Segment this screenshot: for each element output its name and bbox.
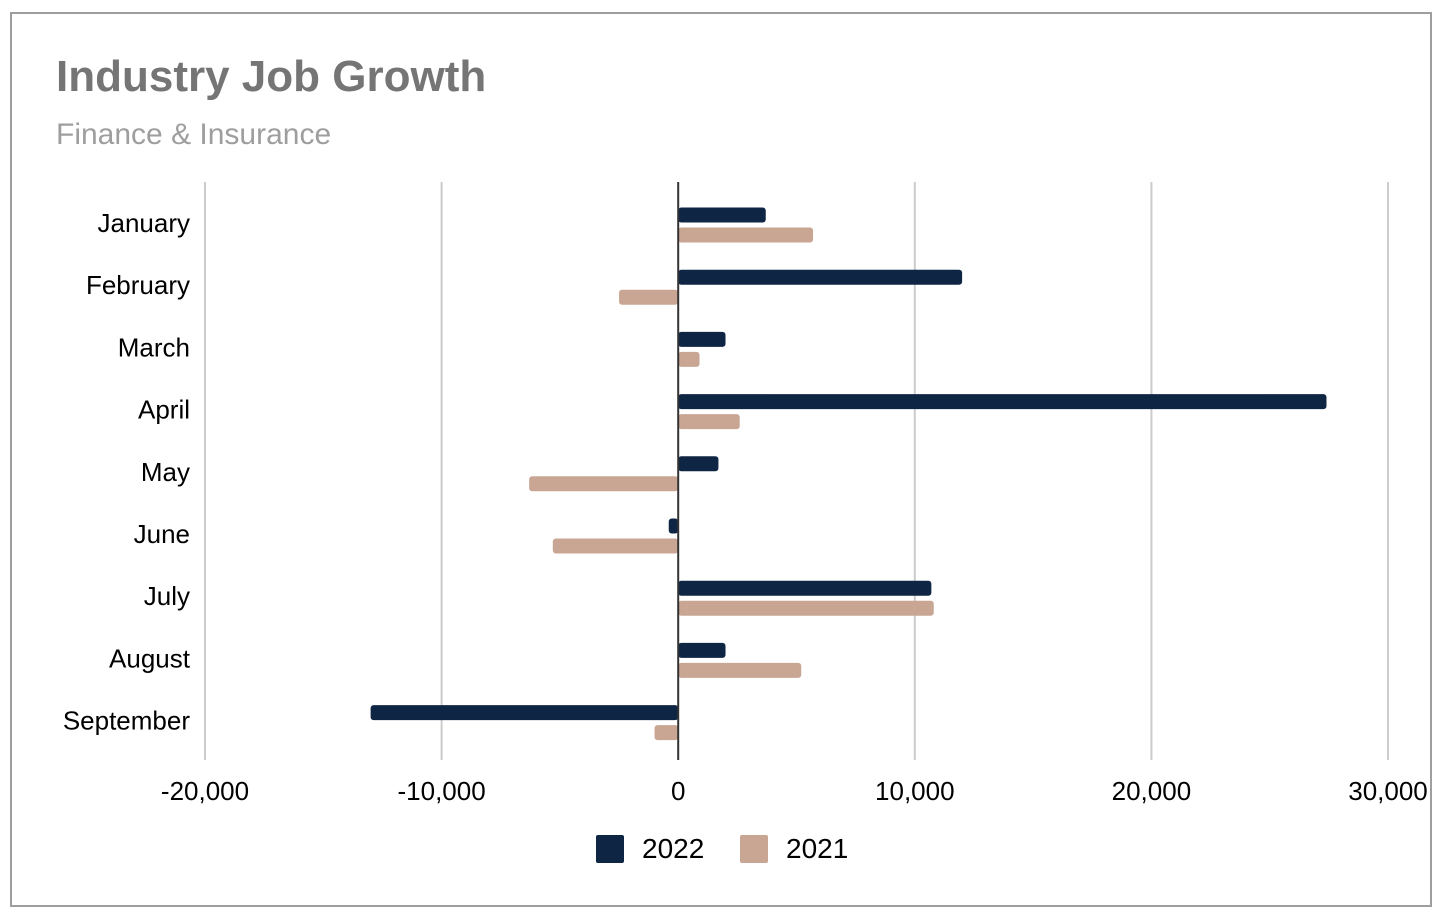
bar-2022-july <box>678 580 932 596</box>
x-tick-label: 20,000 <box>1112 776 1192 806</box>
legend-label-2022: 2022 <box>642 833 704 864</box>
bar-2021-august <box>678 662 802 678</box>
bar-2022-august <box>678 642 726 658</box>
x-tick-label: -10,000 <box>398 776 486 806</box>
bar-2022-march <box>678 331 726 347</box>
x-tick-label: 30,000 <box>1348 776 1428 806</box>
bar-2022-january <box>678 207 766 223</box>
bar-2021-september <box>654 725 679 741</box>
bar-2022-june <box>668 518 679 534</box>
category-label: June <box>134 519 190 549</box>
bar-2022-february <box>678 269 963 285</box>
chart-title: Industry Job Growth <box>56 52 487 101</box>
category-label: February <box>86 270 190 300</box>
category-label: May <box>141 457 190 487</box>
bar-2021-july <box>678 600 934 616</box>
category-label: August <box>109 643 191 673</box>
bar-2021-june <box>552 538 679 554</box>
category-label: March <box>118 332 190 362</box>
legend-swatch-2022 <box>596 835 624 863</box>
x-tick-label: 10,000 <box>875 776 955 806</box>
x-tick-label: -20,000 <box>161 776 249 806</box>
bar-2021-january <box>678 227 814 243</box>
chart-subtitle: Finance & Insurance <box>56 118 332 151</box>
legend-swatch-2021 <box>740 835 768 863</box>
bar-2022-april <box>678 394 1327 410</box>
category-label: September <box>63 706 191 736</box>
legend-label-2021: 2021 <box>786 833 848 864</box>
bar-2022-may <box>678 456 719 472</box>
bar-2021-may <box>529 476 679 492</box>
category-label: January <box>98 208 191 238</box>
category-label: April <box>138 395 190 425</box>
category-label: July <box>144 581 190 611</box>
bar-2021-april <box>678 414 740 430</box>
x-tick-label: 0 <box>671 776 685 806</box>
chart-card <box>10 12 1432 907</box>
bar-2021-february <box>619 289 679 305</box>
bar-2021-march <box>678 351 700 367</box>
bar-2022-september <box>370 705 679 721</box>
